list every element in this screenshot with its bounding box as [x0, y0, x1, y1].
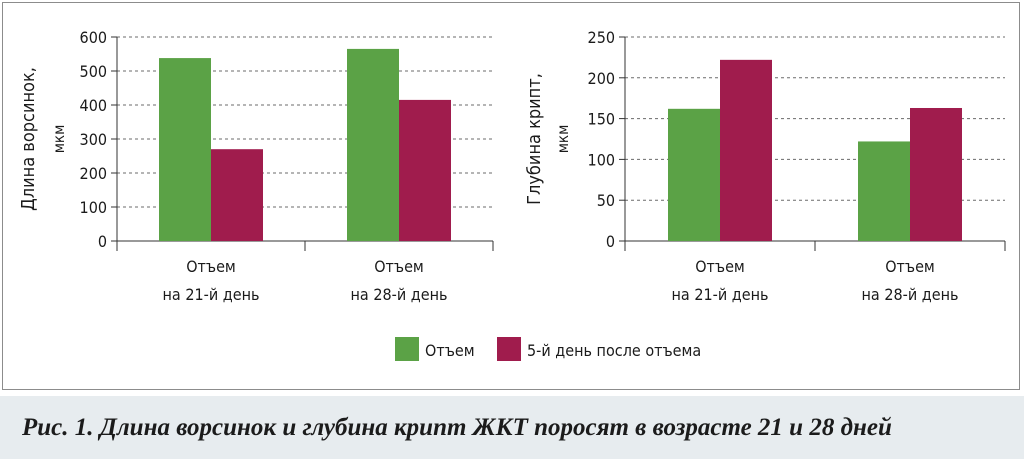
bar	[159, 58, 211, 241]
caption-band	[0, 396, 1024, 459]
category-label: на 28-й день	[862, 285, 959, 304]
bar	[399, 99, 451, 242]
y-tick-label: 250	[588, 28, 615, 47]
category-label: Отъем	[695, 257, 745, 276]
category-label: Отъем	[374, 257, 424, 276]
y-tick-label: 300	[80, 130, 107, 149]
category-label: Отъем	[885, 257, 935, 276]
y-axis-unit: мкм	[554, 125, 572, 154]
figure-caption: Рис. 1. Длина ворсинок и глубина крипт Ж…	[22, 414, 892, 441]
bar	[347, 48, 399, 242]
y-tick-label: 200	[80, 164, 107, 183]
y-tick-label: 100	[588, 150, 615, 169]
y-axis-label: Длина ворсинок,	[18, 67, 39, 211]
y-axis-label: Глубина крипт,	[524, 73, 545, 205]
legend-swatch	[395, 337, 419, 361]
y-axis-unit: мкм	[50, 125, 68, 154]
y-tick-label: 150	[588, 110, 615, 129]
bar	[858, 141, 910, 241]
y-tick-label: 400	[80, 96, 107, 115]
y-tick-label: 0	[606, 232, 615, 251]
bar	[668, 108, 720, 241]
bar	[720, 59, 772, 242]
y-tick-label: 600	[80, 28, 107, 47]
bar	[211, 149, 263, 241]
category-label: на 21-й день	[163, 285, 260, 304]
category-label: на 21-й день	[672, 285, 769, 304]
y-tick-label: 0	[98, 232, 107, 251]
y-tick-label: 500	[80, 62, 107, 81]
y-tick-label: 200	[588, 69, 615, 88]
bar	[910, 107, 962, 241]
legend-label: Отъем	[425, 341, 475, 360]
y-tick-label: 100	[80, 198, 107, 217]
category-label: на 28-й день	[351, 285, 448, 304]
y-tick-label: 50	[597, 191, 615, 210]
legend-swatch	[497, 337, 521, 361]
legend-label: 5-й день после отъема	[527, 341, 701, 360]
category-label: Отъем	[186, 257, 236, 276]
